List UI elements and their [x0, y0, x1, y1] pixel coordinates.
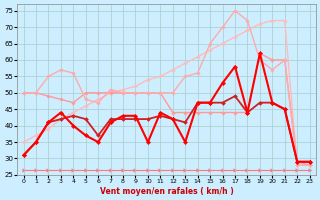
X-axis label: Vent moyen/en rafales ( km/h ): Vent moyen/en rafales ( km/h ) [100, 187, 234, 196]
